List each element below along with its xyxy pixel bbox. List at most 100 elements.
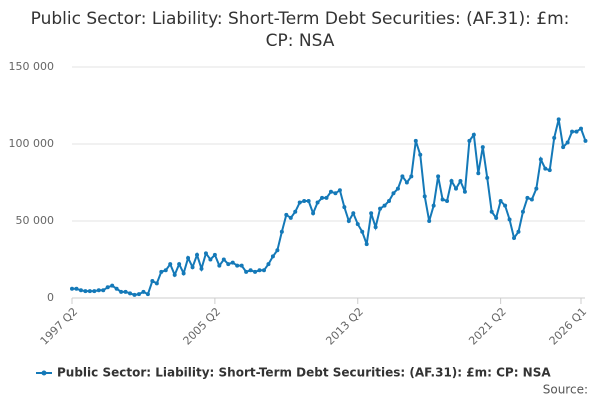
point	[422, 194, 427, 199]
point	[136, 292, 141, 297]
point	[369, 211, 374, 216]
x-tick-label: 2013 Q2	[323, 305, 366, 348]
y-tick-label: 50 000	[16, 214, 55, 227]
point	[132, 292, 137, 297]
point	[346, 219, 351, 223]
point	[561, 145, 566, 150]
point	[239, 263, 244, 268]
point	[217, 263, 222, 268]
point	[404, 180, 409, 185]
point	[538, 157, 543, 162]
point	[409, 174, 414, 179]
y-tick-label: 0	[47, 291, 54, 304]
point	[87, 289, 92, 294]
point	[440, 197, 445, 202]
point	[427, 219, 432, 223]
point	[489, 209, 494, 214]
point	[333, 191, 338, 196]
point	[355, 222, 360, 227]
point	[315, 200, 320, 205]
point	[462, 189, 467, 194]
point	[458, 178, 463, 183]
y-tick-label: 150 000	[9, 60, 55, 73]
point	[516, 229, 521, 234]
point	[306, 198, 311, 203]
point	[382, 203, 387, 208]
series-line	[72, 119, 587, 296]
point	[128, 291, 133, 296]
point	[552, 135, 557, 140]
point	[221, 257, 226, 262]
point	[101, 288, 106, 293]
point	[141, 289, 146, 294]
point	[302, 198, 307, 203]
point	[226, 262, 231, 267]
point	[556, 117, 561, 122]
point	[503, 203, 508, 208]
point	[400, 174, 405, 179]
legend-marker	[41, 370, 47, 376]
point	[467, 138, 472, 143]
point	[248, 268, 253, 273]
point	[253, 269, 258, 274]
point	[261, 268, 266, 273]
point	[279, 229, 284, 234]
point	[311, 211, 316, 216]
point	[337, 188, 342, 193]
point	[431, 203, 436, 208]
point	[96, 288, 101, 293]
point	[190, 265, 195, 270]
point	[270, 254, 275, 259]
point	[445, 198, 450, 203]
point	[485, 175, 490, 180]
point	[449, 178, 454, 183]
point	[320, 195, 325, 200]
point	[480, 145, 485, 150]
point	[168, 262, 173, 267]
point	[579, 126, 583, 131]
x-tick-label: 2026 Q1	[547, 305, 590, 348]
point	[328, 189, 333, 194]
point	[364, 242, 369, 247]
point	[395, 186, 400, 191]
point	[391, 191, 396, 196]
point	[436, 174, 441, 179]
point	[453, 186, 458, 191]
point	[181, 271, 186, 276]
point	[413, 138, 418, 143]
point	[195, 252, 200, 257]
point	[342, 205, 347, 210]
point	[494, 215, 499, 220]
point	[512, 235, 517, 240]
point	[203, 251, 208, 256]
point	[159, 269, 164, 274]
point	[293, 209, 298, 214]
point	[230, 260, 235, 265]
point	[373, 225, 378, 230]
point	[476, 171, 481, 176]
chart-title: Public Sector: Liability: Short-Term Deb…	[30, 9, 570, 51]
point	[471, 132, 476, 137]
point	[525, 195, 530, 200]
x-tick-label: 1997 Q2	[38, 305, 81, 348]
point	[186, 255, 191, 260]
point	[154, 281, 159, 286]
point	[498, 198, 503, 203]
point	[150, 279, 155, 284]
x-tick-label: 2021 Q2	[466, 305, 509, 348]
point	[244, 269, 249, 274]
point	[547, 168, 552, 173]
point	[212, 252, 217, 257]
point	[105, 285, 110, 290]
point	[114, 286, 119, 291]
point	[78, 288, 83, 293]
point	[507, 217, 512, 222]
point	[378, 206, 383, 211]
point	[387, 198, 392, 203]
point	[172, 272, 177, 277]
point	[123, 289, 128, 294]
point	[70, 286, 74, 291]
point	[418, 152, 423, 157]
